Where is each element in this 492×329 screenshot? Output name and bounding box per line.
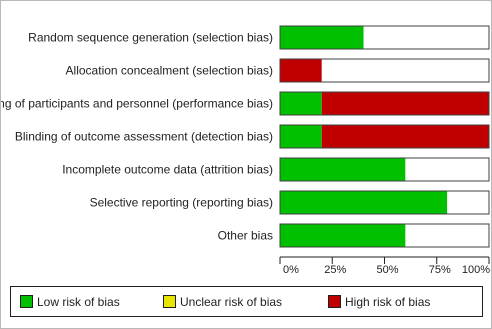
legend-swatch-unclear xyxy=(163,295,176,308)
bar-unclear-risk-of-bias-6 xyxy=(447,191,489,214)
legend-label-low: Low risk of bias xyxy=(37,294,120,309)
legend-label-high: High risk of bias xyxy=(345,294,431,309)
category-label-7: Other bias xyxy=(218,229,273,243)
bar-high-risk-of-bias-3 xyxy=(321,92,489,115)
x-tick-label-5: 100% xyxy=(462,264,490,276)
legend-label-unclear: Unclear risk of bias xyxy=(180,294,283,309)
bar-unclear-risk-of-bias-7 xyxy=(405,224,489,247)
bar-unclear-risk-of-bias-2 xyxy=(321,59,489,82)
bar-low-risk-of-bias-4 xyxy=(280,125,322,148)
legend-item-high: High risk of bias xyxy=(328,294,430,309)
x-tick-label-3: 50% xyxy=(376,264,398,276)
legend-swatch-low xyxy=(20,295,33,308)
bar-high-risk-of-bias-4 xyxy=(321,125,489,148)
bar-outline-5 xyxy=(279,157,490,182)
category-label-1: Random sequence generation (selection bi… xyxy=(28,31,273,45)
category-label-6: Selective reporting (reporting bias) xyxy=(90,196,273,210)
x-axis: 0% 25% 50% 75% 100% xyxy=(279,256,490,276)
bar-unclear-risk-of-bias-5 xyxy=(405,158,489,181)
bar-low-risk-of-bias-3 xyxy=(280,92,322,115)
bar-low-risk-of-bias-1 xyxy=(280,26,364,49)
bar-outline-1 xyxy=(279,25,490,50)
legend: Low risk of bias Unclear risk of bias Hi… xyxy=(10,286,483,317)
bar-outline-4 xyxy=(279,124,490,149)
x-tick-label-4: 75% xyxy=(429,264,451,276)
x-tick-label-1: 0% xyxy=(283,264,299,276)
legend-swatch-high xyxy=(328,295,341,308)
category-label-2: Allocation concealment (selection bias) xyxy=(66,64,273,78)
bar-unclear-risk-of-bias-1 xyxy=(363,26,489,49)
bars xyxy=(279,25,490,248)
bar-outline-6 xyxy=(279,190,490,215)
chart-plot: Random sequence generation (selection bi… xyxy=(1,25,490,276)
x-tick-label-2: 25% xyxy=(324,264,346,276)
bar-low-risk-of-bias-5 xyxy=(280,158,406,181)
category-label-5: Incomplete outcome data (attrition bias) xyxy=(62,163,273,177)
legend-item-low: Low risk of bias xyxy=(20,294,120,309)
category-label-3: Blinding of participants and personnel (… xyxy=(1,97,273,111)
category-label-4: Blinding of outcome assessment (detectio… xyxy=(15,130,273,144)
category-labels: Random sequence generation (selection bi… xyxy=(1,31,273,243)
bar-outline-2 xyxy=(279,58,490,83)
bar-low-risk-of-bias-7 xyxy=(280,224,406,247)
bar-outline-7 xyxy=(279,223,490,248)
legend-item-unclear: Unclear risk of bias xyxy=(163,294,282,309)
bar-outline-3 xyxy=(279,91,490,116)
bar-low-risk-of-bias-6 xyxy=(280,191,448,214)
bar-high-risk-of-bias-2 xyxy=(280,59,322,82)
